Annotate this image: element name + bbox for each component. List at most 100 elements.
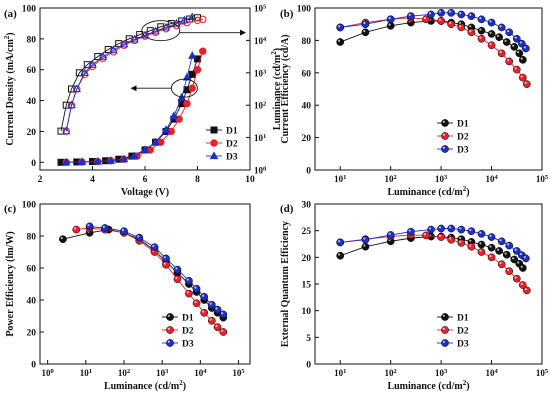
data-point bbox=[120, 227, 128, 236]
y-axis-label: Current Efficiency (cd/A) bbox=[280, 34, 291, 143]
y-tick-label: 0 bbox=[31, 361, 36, 371]
data-point bbox=[185, 276, 193, 285]
y-tick-label: 80 bbox=[27, 35, 37, 45]
data-point bbox=[497, 23, 506, 32]
panel-d: (d) 0 5 10 15 20 25 30 101 102 103 104 105 Luminance … bbox=[280, 201, 548, 393]
series-line bbox=[340, 228, 527, 259]
data-point bbox=[188, 84, 196, 92]
data-point-highlight bbox=[137, 235, 140, 238]
data-point-highlight bbox=[514, 36, 517, 39]
legend-item-d2: D2 bbox=[162, 326, 194, 337]
data-point-highlight bbox=[459, 240, 462, 243]
series-line bbox=[340, 17, 528, 85]
data-point bbox=[219, 328, 228, 336]
y2-tick-label: 104 bbox=[254, 35, 267, 46]
x-tick-label: 104 bbox=[194, 368, 207, 379]
x-axis-label: Luminance (cd/m2) bbox=[387, 185, 469, 198]
data-point bbox=[518, 73, 527, 82]
data-point bbox=[336, 23, 345, 32]
y-tick-label: 5 bbox=[306, 334, 311, 344]
y-tick-label: 30 bbox=[302, 201, 312, 211]
legend-label: D2 bbox=[457, 327, 469, 337]
data-point bbox=[361, 235, 370, 244]
legend-item-d3: D3 bbox=[437, 339, 469, 350]
data-point bbox=[386, 15, 395, 24]
x-tick-label: 104 bbox=[485, 368, 498, 379]
y2-tick-label: 102 bbox=[254, 100, 266, 111]
data-point bbox=[101, 224, 109, 232]
data-point bbox=[162, 260, 170, 269]
legend-marker-highlight bbox=[167, 314, 170, 317]
data-point bbox=[162, 254, 170, 263]
data-point bbox=[497, 260, 506, 269]
data-point bbox=[192, 299, 201, 308]
data-point bbox=[518, 264, 527, 272]
y2-tick-label: 100 bbox=[254, 165, 266, 176]
x-tick-label: 105 bbox=[232, 368, 244, 379]
data-point-highlight bbox=[221, 329, 224, 332]
x-tick-label: 100 bbox=[42, 368, 54, 379]
data-point bbox=[487, 233, 496, 241]
data-point bbox=[386, 231, 395, 239]
data-point bbox=[193, 16, 202, 25]
data-point-highlight bbox=[459, 25, 462, 28]
data-point bbox=[505, 241, 514, 250]
panel-a: (a) 0 20 40 60 80 100 2 4 6 8 10 Voltage (V) Current … bbox=[3, 3, 283, 198]
data-point bbox=[477, 240, 486, 249]
data-point-highlight bbox=[499, 51, 502, 54]
legend-marker bbox=[166, 326, 174, 334]
data-point bbox=[169, 111, 179, 120]
data-point bbox=[119, 39, 129, 48]
data-point-highlight bbox=[194, 300, 197, 304]
data-point-highlight bbox=[163, 262, 166, 265]
data-point-highlight bbox=[479, 17, 482, 20]
legend-marker-highlight bbox=[442, 133, 445, 136]
data-point-highlight bbox=[459, 21, 462, 25]
legend-marker-highlight bbox=[442, 314, 445, 317]
data-point-highlight bbox=[520, 282, 523, 285]
data-point bbox=[437, 17, 445, 25]
data-point bbox=[361, 242, 370, 251]
series-line bbox=[340, 234, 528, 291]
data-point-highlight bbox=[408, 229, 411, 232]
luminance-ellipse bbox=[141, 20, 181, 42]
data-point-highlight bbox=[338, 39, 341, 42]
x-tick-label: 101 bbox=[80, 368, 92, 379]
data-point-highlight bbox=[469, 244, 472, 247]
legend-item-d1: D1 bbox=[437, 313, 469, 324]
series-d2 bbox=[336, 231, 531, 295]
y-tick-label: 100 bbox=[297, 5, 312, 15]
data-point bbox=[447, 20, 456, 29]
data-point-highlight bbox=[201, 310, 205, 313]
legend-marker-highlight bbox=[442, 327, 445, 330]
data-point-highlight bbox=[186, 278, 189, 281]
data-point bbox=[457, 10, 466, 19]
legend-item-d1: D1 bbox=[206, 126, 238, 137]
data-point-highlight bbox=[221, 312, 224, 315]
data-point-highlight bbox=[388, 232, 391, 235]
legend-label: D3 bbox=[457, 146, 469, 156]
series-line bbox=[76, 227, 224, 333]
data-point bbox=[427, 225, 435, 234]
data-point-highlight bbox=[514, 276, 517, 279]
data-point-highlight bbox=[438, 18, 442, 21]
data-point-highlight bbox=[489, 255, 492, 258]
legend-item-d3: D3 bbox=[206, 151, 238, 163]
data-point bbox=[505, 267, 514, 276]
data-point bbox=[522, 44, 530, 53]
data-point bbox=[207, 300, 216, 309]
data-point-highlight bbox=[499, 261, 502, 265]
data-point bbox=[85, 222, 94, 231]
data-point bbox=[422, 231, 430, 240]
data-point bbox=[98, 51, 108, 60]
y-axis-label: Power Efficiency (lm/W) bbox=[5, 231, 16, 336]
legend-marker-highlight bbox=[442, 146, 445, 149]
panel-label: (d) bbox=[280, 203, 294, 215]
data-point bbox=[62, 157, 71, 166]
legend-item-d3: D3 bbox=[437, 145, 469, 156]
panel-label: (b) bbox=[280, 8, 294, 20]
data-point-highlight bbox=[363, 21, 366, 25]
data-point bbox=[497, 49, 506, 58]
legend-item-d1: D1 bbox=[437, 119, 469, 130]
